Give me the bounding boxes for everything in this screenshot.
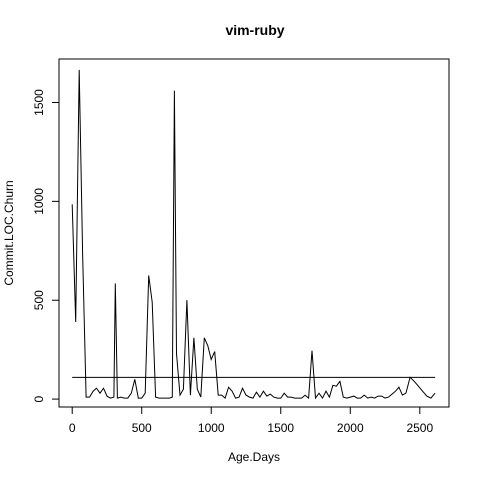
y-tick-label: 0 [32, 395, 46, 402]
y-axis: 0 500 1000 1500 [32, 89, 60, 402]
y-tick-label: 500 [32, 290, 46, 310]
x-tick-label: 1000 [198, 421, 225, 435]
x-axis-label: Age.Days [228, 450, 280, 464]
x-axis: 0 500 1000 1500 2000 2500 [69, 406, 433, 435]
y-tick-label: 1000 [32, 188, 46, 215]
x-tick-label: 2000 [337, 421, 364, 435]
series-group [71, 69, 436, 400]
y-axis-label: Commit.LOC.Churn [2, 180, 16, 285]
x-tick-label: 1500 [267, 421, 294, 435]
series-line-0 [71, 69, 436, 400]
x-tick-label: 500 [132, 421, 152, 435]
plot-box [58, 58, 450, 408]
y-tick-label: 1500 [32, 89, 46, 116]
x-tick-label: 2500 [406, 421, 433, 435]
chart-title: vim-ruby [225, 22, 284, 38]
x-tick-label: 0 [69, 421, 76, 435]
